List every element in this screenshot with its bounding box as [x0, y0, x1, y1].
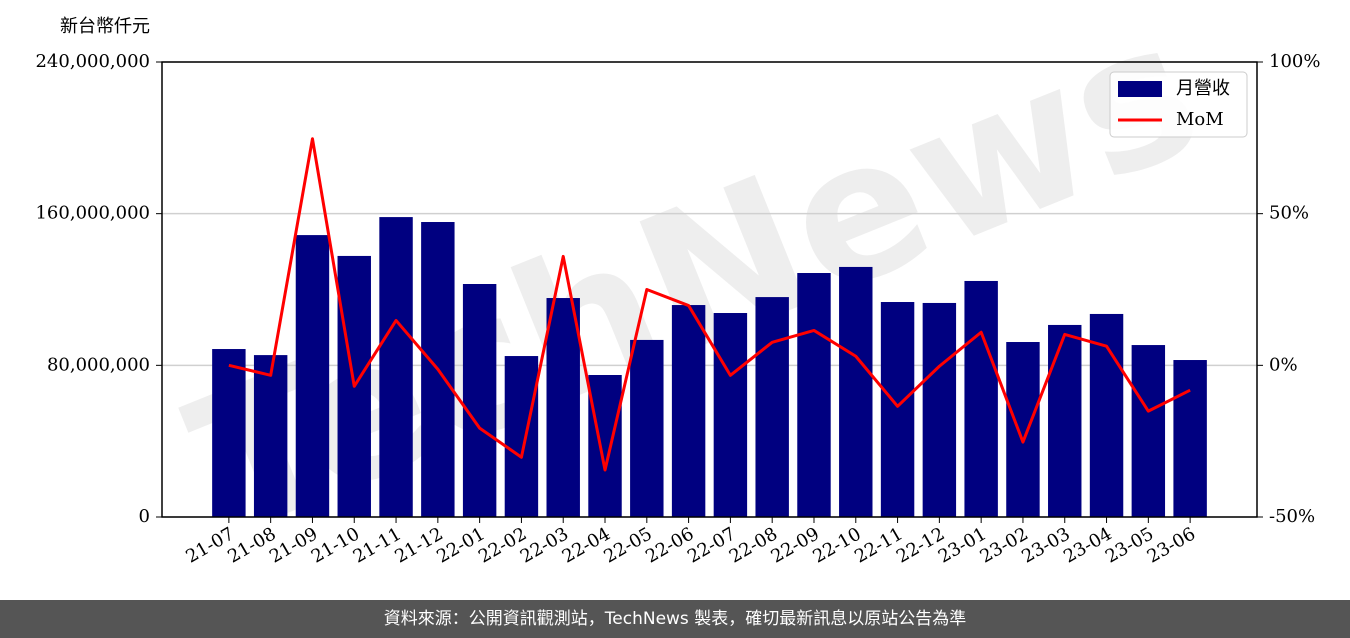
bar [1173, 360, 1207, 517]
bar [379, 217, 413, 517]
y2-tick-label: -50% [1269, 506, 1315, 527]
bar [630, 339, 664, 517]
bar [253, 355, 288, 517]
footer-text: 資料來源：公開資訊觀測站，TechNews 製表，確切最新訊息以原站公告為準 [384, 609, 966, 629]
bar [922, 302, 957, 517]
bar [295, 235, 330, 517]
bar [964, 280, 998, 517]
bar [797, 273, 831, 517]
bar [546, 298, 580, 517]
bar [588, 375, 622, 517]
legend-label: 月營收 [1176, 78, 1230, 99]
plot-frame [161, 61, 1258, 518]
y2-tick-label: 0% [1269, 354, 1298, 375]
bar [1131, 345, 1166, 517]
bar [1048, 324, 1082, 517]
line [228, 137, 1191, 472]
bar [212, 349, 246, 517]
bar [755, 297, 789, 517]
y2-tick-label: 50% [1269, 203, 1309, 224]
y-axis-label: 新台幣仟元 [60, 16, 150, 37]
bar [880, 302, 915, 517]
bar [1006, 342, 1040, 517]
bar [839, 266, 873, 517]
bar [671, 305, 706, 517]
bar [504, 356, 539, 517]
bar [713, 313, 748, 517]
x-tick-label: 23-06 [1144, 523, 1199, 567]
y-tick-label: 0 [139, 506, 150, 527]
footer-bar [0, 600, 1350, 638]
y2-tick-label: 100% [1269, 51, 1320, 72]
legend-label: MoM [1176, 109, 1224, 130]
bar [462, 284, 497, 517]
y-tick-label: 240,000,000 [35, 51, 150, 72]
legend-swatch [1118, 81, 1162, 97]
y-tick-label: 160,000,000 [35, 203, 150, 224]
y-tick-label: 80,000,000 [47, 354, 150, 375]
